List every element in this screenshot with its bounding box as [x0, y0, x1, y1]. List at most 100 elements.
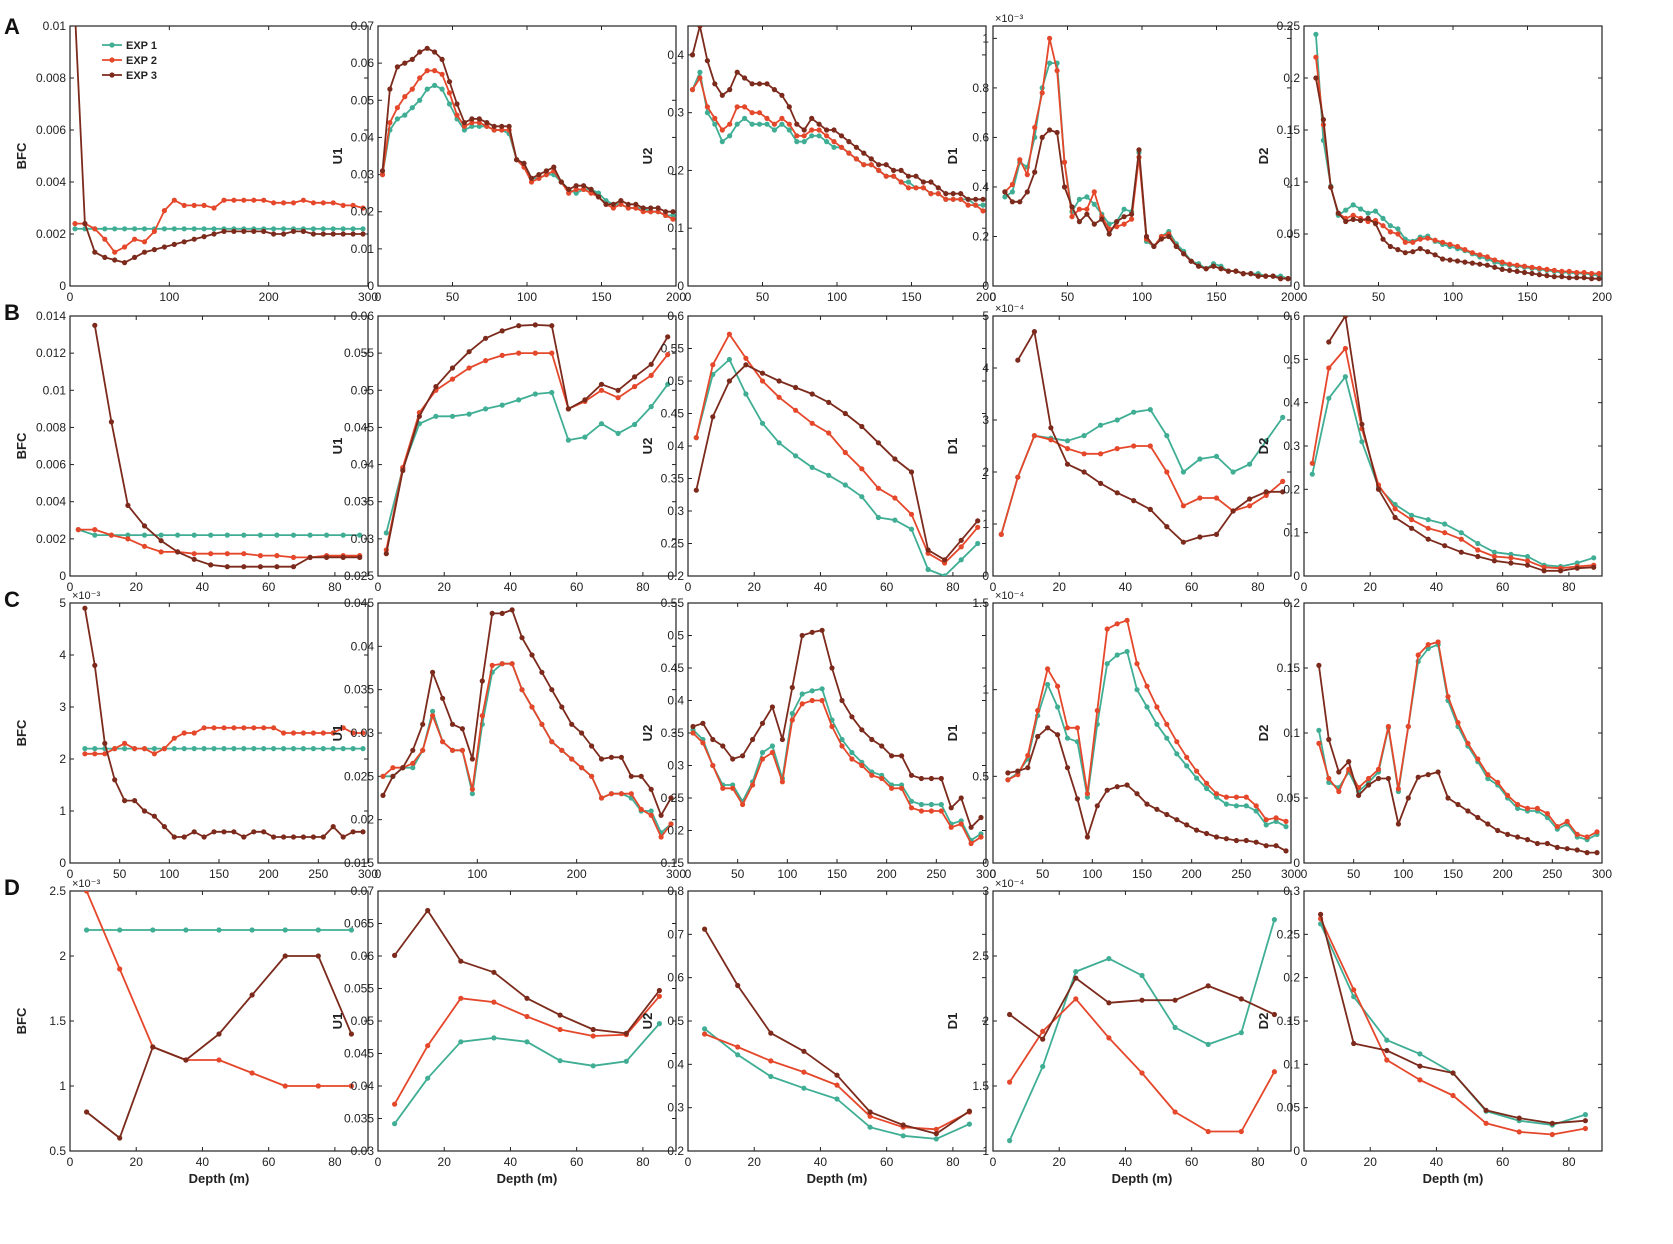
data-point: [1336, 769, 1342, 775]
axes-frame: [992, 602, 1292, 864]
data-point: [1524, 553, 1531, 560]
data-point: [112, 249, 118, 255]
data-point: [690, 730, 696, 736]
data-point: [1094, 707, 1100, 714]
data-point: [1447, 241, 1453, 247]
data-point: [670, 216, 676, 222]
data-point: [801, 1085, 807, 1091]
data-point: [1154, 806, 1160, 812]
data-point: [942, 557, 948, 563]
data-point: [1098, 480, 1104, 486]
data-point: [529, 704, 535, 710]
data-point: [1432, 252, 1438, 258]
y-axis-label: U1: [330, 725, 345, 742]
data-point: [710, 414, 716, 420]
y-tick-label: 0.7: [667, 927, 684, 941]
data-point: [330, 824, 336, 830]
data-point: [282, 953, 288, 959]
y-tick-label: 0.035: [344, 683, 374, 697]
y-tick-label: 0.05: [1277, 1101, 1301, 1115]
data-point: [1143, 233, 1150, 240]
x-tick-label: 50: [1036, 867, 1050, 881]
y-tick-label: 1.5: [49, 1014, 66, 1028]
data-point: [1164, 524, 1170, 530]
y-tick-label: 0.01: [351, 242, 375, 256]
data-point: [1233, 837, 1239, 844]
x-tick-label: 60: [880, 580, 894, 594]
data-point: [350, 226, 356, 232]
data-point: [786, 127, 792, 133]
data-point: [516, 323, 522, 329]
data-point: [1040, 1028, 1046, 1034]
data-point: [1380, 223, 1386, 229]
data-point: [320, 200, 326, 206]
x-tick-label: 150: [591, 290, 611, 304]
data-point: [1114, 219, 1120, 225]
data-point: [618, 754, 625, 760]
data-point: [1104, 626, 1110, 632]
y-tick-label: 0.02: [351, 813, 375, 827]
data-point: [224, 564, 230, 570]
y-tick-label: 0.3: [1283, 884, 1300, 898]
data-point: [1395, 786, 1401, 792]
data-point: [1114, 490, 1120, 496]
data-point: [171, 834, 177, 840]
data-point: [499, 402, 505, 408]
data-point: [1204, 785, 1210, 792]
data-point: [1225, 268, 1231, 274]
data-point: [799, 701, 805, 707]
data-point: [84, 927, 90, 933]
data-point: [1098, 422, 1104, 428]
x-tick-label: 0: [685, 867, 692, 881]
data-point: [943, 196, 949, 202]
data-point: [141, 226, 148, 232]
data-point: [249, 992, 255, 998]
data-point: [208, 532, 214, 538]
y-tick-label: 0.2: [1283, 482, 1300, 496]
data-point: [491, 123, 497, 129]
data-point: [479, 678, 485, 684]
x-tick-label: 100: [1132, 290, 1152, 304]
data-point: [132, 746, 138, 752]
data-point: [689, 52, 696, 58]
series-line-exp-3: [1007, 726, 1287, 852]
data-point: [938, 808, 944, 814]
data-point: [849, 749, 855, 756]
data-point: [768, 1030, 774, 1036]
data-point: [779, 115, 785, 121]
data-point: [648, 808, 654, 814]
data-point: [603, 201, 609, 207]
y-tick-label: 1.5: [972, 596, 989, 610]
data-point: [998, 531, 1004, 538]
x-tick-label: 50: [1347, 867, 1361, 881]
data-point: [883, 162, 889, 168]
data-point: [656, 993, 663, 999]
data-point: [771, 121, 778, 127]
data-point: [742, 104, 748, 110]
data-point: [290, 564, 297, 570]
data-point: [191, 551, 197, 557]
data-point: [75, 527, 81, 533]
data-point: [779, 121, 785, 127]
data-point: [1084, 194, 1090, 200]
axes-frame: [687, 25, 987, 287]
panel-d-u2: 0 20 40 60 80 0.2 0.3 0.4 0.5 0.6 0.7 0.8 U2 Depth (m…: [640, 884, 987, 1186]
data-point: [768, 1073, 774, 1080]
data-point: [1114, 621, 1120, 627]
data-point: [1263, 492, 1269, 498]
x-tick-label: 300: [1592, 867, 1612, 881]
series-line-exp-2: [78, 528, 360, 559]
data-point: [1442, 543, 1448, 549]
data-point: [1521, 269, 1528, 276]
data-point: [1064, 446, 1071, 452]
data-point: [809, 391, 815, 397]
data-point: [1031, 433, 1037, 439]
y-axis-label: BFC: [14, 1007, 29, 1034]
data-point: [1203, 266, 1209, 272]
data-point: [424, 45, 430, 51]
series-line-exp-2: [1007, 619, 1287, 823]
x-tick-label: 40: [814, 1155, 828, 1169]
y-tick-label: 0.1: [1283, 175, 1300, 189]
y-tick-label: 0.8: [667, 884, 684, 898]
y-axis-label: U2: [640, 1013, 655, 1030]
